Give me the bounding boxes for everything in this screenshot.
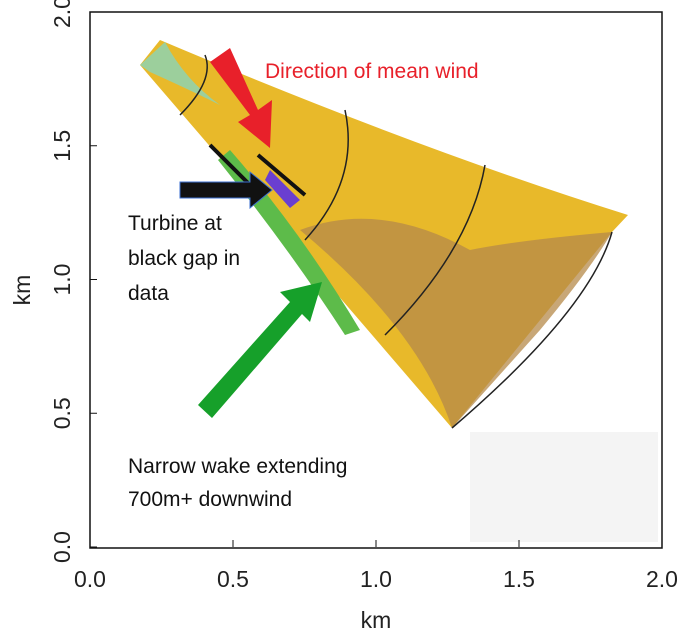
- x-tick-label: 2.0: [646, 566, 678, 592]
- x-tick-label: 0.0: [74, 566, 106, 592]
- range-ring: [179, 54, 208, 116]
- y-tick-label: 1.0: [49, 264, 75, 296]
- y-axis-label: km: [9, 275, 35, 306]
- wind-arrow: [210, 48, 272, 148]
- annotation: data: [128, 282, 169, 305]
- wake-core: [265, 170, 300, 208]
- x-tick-label: 1.0: [360, 566, 392, 592]
- annotation: Turbine at: [128, 212, 222, 235]
- range-ring: [304, 109, 349, 241]
- range-ring: [451, 231, 613, 429]
- y-tick-label: 2.0: [49, 0, 75, 28]
- y-tick-label: 0.0: [49, 531, 75, 563]
- x-axis-label: km: [361, 607, 392, 633]
- x-tick-label: 1.5: [503, 566, 535, 592]
- y-tick-label: 0.5: [49, 397, 75, 429]
- x-tick-label: 0.5: [217, 566, 249, 592]
- data-gap: [208, 143, 307, 197]
- annotation: Direction of mean wind: [265, 60, 479, 83]
- sector-shade: [300, 218, 612, 428]
- arrows: [179, 48, 322, 418]
- wake-arrow: [198, 282, 322, 418]
- range-ring: [384, 164, 486, 336]
- annotation: 700m+ downwind: [128, 488, 292, 511]
- turbine-arrow: [179, 170, 273, 210]
- annotation: black gap in: [128, 247, 240, 270]
- blank-patch: [470, 432, 658, 542]
- annotation: Narrow wake extending: [128, 455, 347, 478]
- y-tick-label: 1.5: [49, 130, 75, 162]
